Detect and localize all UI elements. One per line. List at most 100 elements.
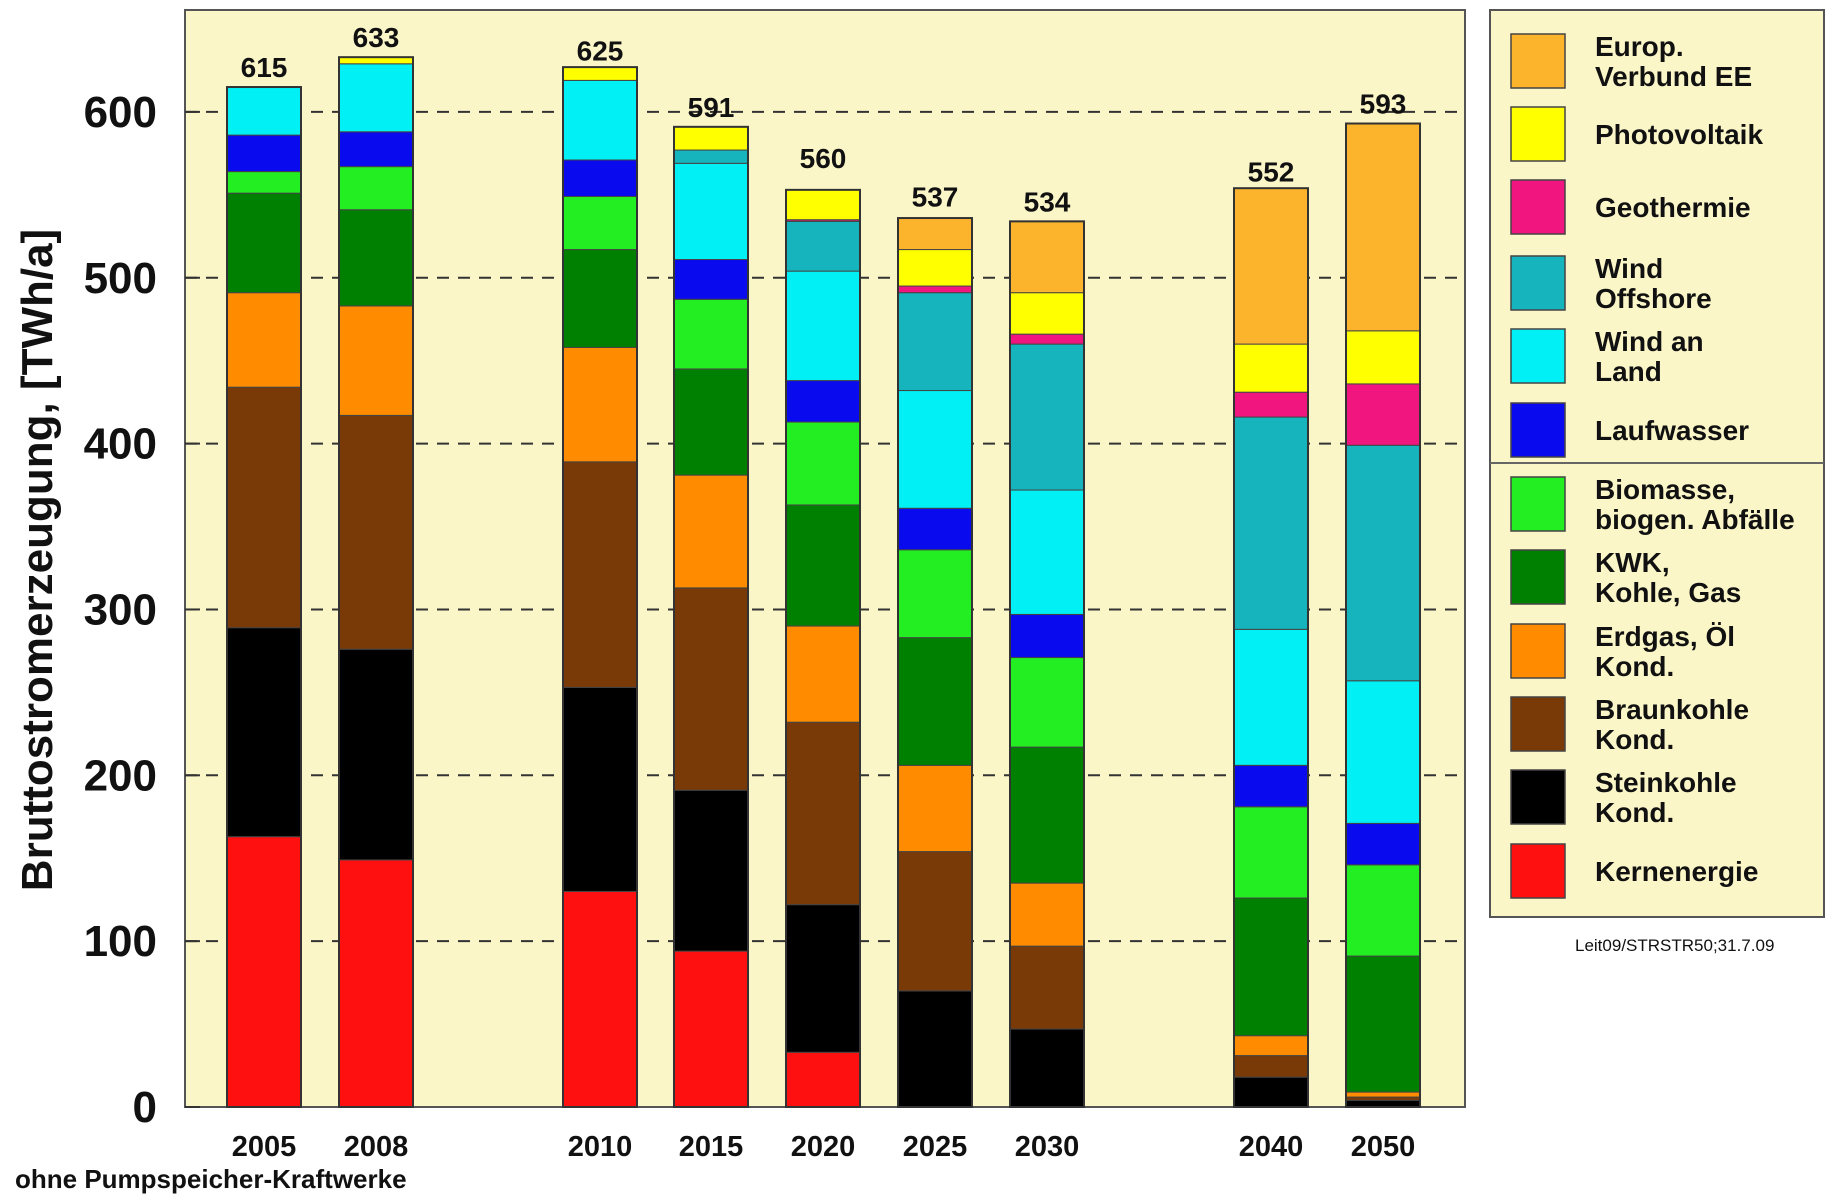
total-label-2015: 591 [688,92,735,123]
bar-segment-2015-0 [673,950,749,1108]
bar-segment-2040-11 [1233,187,1309,345]
bar-segment-2025-9 [897,285,973,294]
bar-outline [673,125,749,1109]
bar-segment-2030-1 [1009,1028,1085,1108]
bar-segment-2025-3 [897,764,973,853]
y-tick-label: 100 [84,917,157,966]
y-tick-label: 400 [84,420,157,469]
bar-segment-2020-0 [785,1051,861,1108]
bar-segment-2015-8 [673,149,749,164]
bar-outline [785,188,861,1109]
bar-segment-2050-6 [1345,822,1421,866]
legend-swatch [1510,402,1566,458]
legend-label: Photovoltaik [1595,119,1763,150]
bar-segment-2025-2 [897,851,973,992]
bar-segment-2010-7 [562,79,638,161]
bar-segment-2030-6 [1009,613,1085,659]
bar-segment-2010-0 [562,890,638,1108]
x-tick-label-2008: 2008 [344,1131,409,1163]
bar-segment-2008-3 [338,305,414,416]
bar-outline [1233,187,1309,1109]
x-tick-label-2020: 2020 [791,1131,856,1163]
source-stamp: Leit09/STRSTR50;31.7.09 [1575,936,1774,955]
legend-swatch [1510,696,1566,752]
bar-segment-2040-6 [1233,764,1309,808]
bar-segment-2040-8 [1233,416,1309,630]
bar-segment-2050-11 [1345,123,1421,332]
bar-segment-2050-9 [1345,383,1421,446]
bar-segment-2010-10 [562,66,638,81]
bar-segment-2040-10 [1233,343,1309,393]
bar-outline [338,56,414,1108]
total-label-2008: 633 [353,22,400,53]
bar-segment-2015-4 [673,368,749,476]
legend-label: Kond. [1595,797,1674,828]
x-tick-label-2015: 2015 [679,1131,744,1163]
bar-outline [226,86,302,1108]
legend-label: Kernenergie [1595,856,1758,887]
bar-segment-2050-5 [1345,864,1421,957]
bar-segment-2050-4 [1345,955,1421,1093]
bar-segment-2015-5 [673,298,749,370]
bar-segment-2005-1 [226,627,302,838]
legend-label: Kond. [1595,651,1674,682]
legend-label: Kohle, Gas [1595,577,1741,608]
bar-segment-2020-7 [785,270,861,382]
bar-segment-2005-5 [226,171,302,194]
bar-segment-2030-4 [1009,746,1085,884]
bar-segment-2008-1 [338,648,414,861]
x-tick-label-2010: 2010 [568,1131,633,1163]
total-label-2025: 537 [912,181,959,212]
bar-segment-2040-3 [1233,1035,1309,1057]
bar-segment-2008-2 [338,414,414,650]
legend-label: Verbund EE [1595,61,1752,92]
bar-segment-2030-10 [1009,292,1085,335]
y-axis-title: Bruttostromerzeugung, [TWh/a] [13,229,62,891]
legend-label: Biomasse, [1595,474,1735,505]
bar-segment-2015-7 [673,162,749,261]
bar-segment-2015-10 [673,126,749,151]
bar-segment-2050-10 [1345,330,1421,385]
legend-swatch [1510,476,1566,532]
bar-segment-2005-6 [226,134,302,173]
bar-segment-2020-6 [785,380,861,423]
bar-segment-2008-6 [338,131,414,168]
legend-swatch [1510,843,1566,899]
bar-segment-2010-5 [562,195,638,251]
y-tick-label: 0 [133,1083,157,1132]
footnote: ohne Pumpspeicher-Kraftwerke [15,1164,407,1194]
bar-segment-2008-4 [338,209,414,307]
bar-segment-2040-9 [1233,391,1309,418]
bar-segment-2010-6 [562,159,638,197]
bar-segment-2005-4 [226,192,302,294]
bar-segment-2030-5 [1009,657,1085,748]
bar-segment-2010-4 [562,249,638,348]
legend-swatch [1510,106,1566,162]
bar-outline [1345,122,1421,1108]
legend-label: Erdgas, Öl [1595,621,1735,652]
legend-label: Wind an [1595,326,1704,357]
legend-swatch [1510,623,1566,679]
bar-segment-2020-1 [785,904,861,1053]
legend-label: Geothermie [1595,192,1751,223]
bar-segment-2030-7 [1009,489,1085,615]
y-tick-label: 600 [84,88,157,137]
bar-segment-2020-3 [785,625,861,723]
bar-segment-2030-2 [1009,945,1085,1030]
bar-segment-2025-5 [897,549,973,639]
bar-segment-2040-2 [1233,1055,1309,1078]
x-tick-label-2025: 2025 [903,1131,968,1163]
bar-segment-2040-7 [1233,628,1309,766]
bar-segment-2005-0 [226,836,302,1108]
total-label-2010: 625 [577,35,624,66]
legend-label: Laufwasser [1595,415,1749,446]
legend-swatch [1510,328,1566,384]
bar-segment-2040-5 [1233,806,1309,899]
bar-segment-2008-5 [338,166,414,211]
y-tick-label: 300 [84,585,157,634]
bar-segment-2015-3 [673,474,749,589]
legend-swatch [1510,255,1566,311]
bar-segment-2025-4 [897,637,973,766]
bar-segment-2020-2 [785,721,861,906]
total-label-2005: 615 [241,52,288,83]
